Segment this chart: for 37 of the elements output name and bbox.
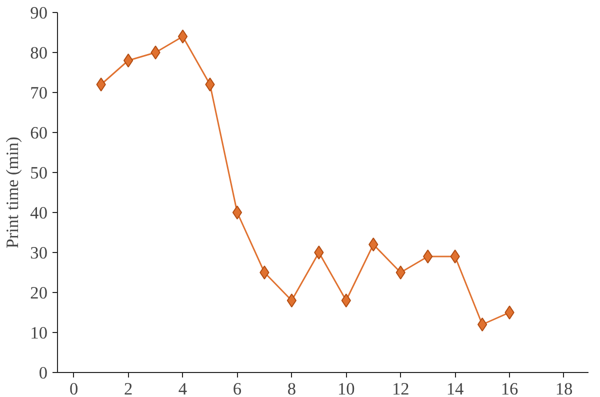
x-tick-label: 2 [124, 380, 133, 397]
y-axis-title: Print time (min) [3, 136, 22, 248]
x-tick-label: 4 [178, 380, 188, 397]
y-tick-label: 0 [38, 364, 48, 382]
point [232, 206, 242, 220]
x-tick-label: 0 [70, 380, 78, 397]
point [178, 30, 188, 44]
point [314, 246, 324, 260]
x-tick-label: 8 [287, 380, 296, 397]
point [450, 250, 460, 264]
y-tick-label: 30 [30, 244, 48, 262]
y-tick-label: 90 [30, 4, 48, 22]
y-tick-label: 60 [30, 124, 48, 142]
point [96, 78, 106, 92]
point [286, 294, 297, 308]
point [205, 78, 215, 92]
point [504, 306, 514, 320]
x-tick-label: 16 [500, 380, 519, 397]
y-tick-label: 70 [30, 84, 48, 102]
point [260, 266, 270, 280]
point [396, 266, 406, 280]
y-tick-label: 20 [30, 284, 48, 302]
x-tick-label: 6 [232, 380, 242, 397]
y-tick-label: 80 [30, 44, 48, 62]
x-tick-label: 10 [337, 380, 355, 397]
y-tick-label: 10 [30, 324, 48, 342]
point [341, 294, 351, 308]
x-tick-label: 12 [392, 380, 410, 397]
point [123, 54, 134, 68]
point [477, 318, 488, 332]
y-tick-label: 50 [30, 164, 48, 182]
y-tick-label: 40 [30, 204, 48, 222]
point [150, 46, 160, 60]
x-tick-label: 14 [446, 380, 464, 397]
x-tick-label: 18 [555, 380, 573, 397]
point [423, 250, 433, 264]
point [368, 238, 378, 252]
